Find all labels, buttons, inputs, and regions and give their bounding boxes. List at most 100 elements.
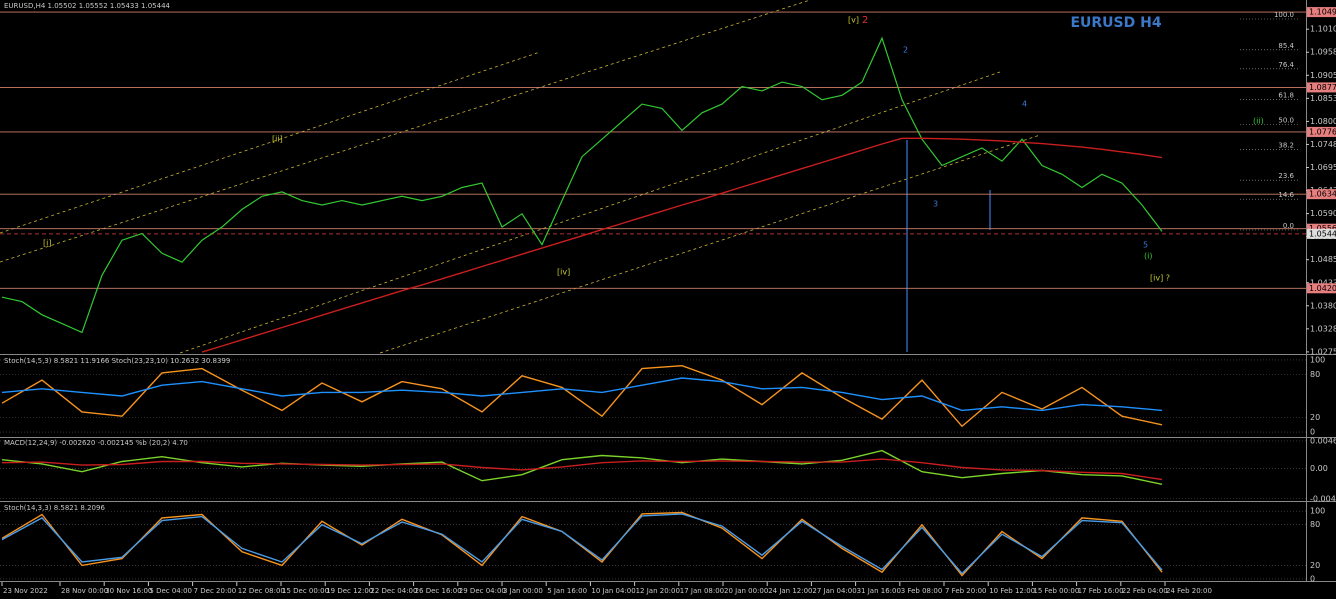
price-box	[1307, 228, 1336, 239]
y-tick-label: 0.004615	[1310, 436, 1336, 445]
y-tick-label: 0	[1310, 574, 1315, 583]
price-label: 1.05444	[1309, 229, 1336, 238]
x-tick-label: 12 Dec 08:00	[238, 587, 285, 595]
x-tick-label: 31 Jan 16:00	[857, 587, 901, 595]
y-tick-label: 1.02755	[1310, 347, 1336, 356]
y-tick-label: 80	[1310, 520, 1320, 529]
x-tick-label: 22 Feb 04:00	[1122, 587, 1168, 595]
x-tick-label: 19 Dec 12:00	[326, 587, 373, 595]
series-line	[1, 377, 1163, 412]
x-tick-label: 30 Nov 16:00	[105, 587, 152, 595]
wave-label: [iv]	[557, 268, 570, 277]
y-tick-label: 100	[1310, 507, 1325, 516]
y-tick-label: 1.09580	[1310, 48, 1336, 57]
level-box	[1307, 7, 1336, 18]
y-tick-label: 1.04330	[1310, 278, 1336, 287]
panel-title: Stoch(14,5,3) 8.5821 11.9166 Stoch(23,23…	[4, 357, 230, 365]
wave-label: (ii)	[1253, 117, 1264, 126]
y-tick-label: -0.004994	[1310, 494, 1336, 503]
y-tick-label: 0	[1310, 428, 1315, 437]
x-tick-label: 24 Feb 20:00	[1166, 587, 1212, 595]
x-tick-label: 24 Jan 12:00	[768, 587, 812, 595]
y-tick-label: 1.08530	[1310, 94, 1336, 103]
x-tick-label: 27 Jan 04:00	[812, 587, 856, 595]
wave-label: [ii]	[272, 135, 283, 144]
fib-label: 76.4	[1278, 61, 1294, 69]
y-tick-label: 1.03280	[1310, 324, 1336, 333]
level-label: 1.10495	[1309, 8, 1336, 17]
level-box	[1307, 126, 1336, 137]
channel-lines	[0, 0, 1041, 354]
y-tick-label: 1.05905	[1310, 209, 1336, 218]
x-tick-label: 17 Feb 16:00	[1078, 587, 1124, 595]
x-tick-label: 12 Jan 20:00	[636, 587, 680, 595]
wave-label: (i)	[1144, 252, 1152, 261]
y-tick-label: 1.03805	[1310, 301, 1336, 310]
wave-label: 2	[903, 46, 908, 55]
wave-label: [iv] ?	[1150, 274, 1170, 283]
panel-title: MACD(12,24,9) -0.002620 -0.002145 %b (20…	[4, 439, 188, 447]
level-label: 1.07765	[1309, 127, 1336, 136]
x-tick-label: 26 Dec 16:00	[415, 587, 462, 595]
watermark: EURUSD H4	[1070, 15, 1161, 31]
y-tick-label: 1.07480	[1310, 140, 1336, 149]
y-tick-label: 1.10105	[1310, 25, 1336, 34]
x-tick-label: 23 Nov 2022	[3, 587, 48, 595]
x-tick-label: 10 Jan 04:00	[591, 587, 635, 595]
x-tick-label: 10 Feb 12:00	[989, 587, 1035, 595]
level-box	[1307, 283, 1336, 294]
fib-label: 0.0	[1283, 222, 1294, 230]
y-tick-label: 100	[1310, 355, 1325, 364]
x-tick-label: 5 Dec 04:00	[149, 587, 192, 595]
wave-label: 5	[1143, 241, 1148, 250]
level-box	[1307, 82, 1336, 93]
x-tick-label: 15 Feb 00:00	[1033, 587, 1079, 595]
fib-label: 50.0	[1278, 117, 1294, 125]
x-tick-label: 3 Jan 00:00	[503, 587, 543, 595]
fib-label: 23.6	[1278, 172, 1294, 180]
fib-label: 85.4	[1278, 42, 1294, 50]
x-tick-label: 22 Dec 04:00	[370, 587, 417, 595]
y-tick-label: 20	[1310, 413, 1320, 422]
y-tick-label: 1.08005	[1310, 117, 1336, 126]
y-tick-label: 0.00	[1310, 464, 1328, 473]
level-box	[1307, 223, 1336, 234]
panel-title: Stoch(14,3,3) 8.5821 8.2096	[4, 504, 105, 512]
fib-label: 14.6	[1278, 191, 1294, 199]
wave-label: 2	[862, 15, 868, 26]
panel-separators	[0, 0, 1336, 582]
fib-label: 100.0	[1274, 11, 1294, 19]
series-line	[1, 364, 1163, 428]
series-line	[201, 137, 1163, 353]
series-line	[1, 511, 1163, 577]
wave-label: [v]	[848, 16, 859, 25]
panel-title: EURUSD,H4 1.05502 1.05552 1.05433 1.0544…	[4, 2, 171, 10]
level-label: 1.04204	[1309, 284, 1336, 293]
x-tick-label: 28 Nov 00:00	[61, 587, 108, 595]
x-tick-label: 29 Dec 04:00	[459, 587, 506, 595]
x-tick-label: 20 Jan 00:00	[724, 587, 768, 595]
x-tick-label: 5 Jan 16:00	[547, 587, 587, 595]
x-tick-label: 7 Dec 20:00	[194, 587, 237, 595]
wave-label: 3	[933, 200, 938, 209]
x-tick-label: 15 Dec 00:00	[282, 587, 329, 595]
y-tick-label: 20	[1310, 561, 1320, 570]
y-tick-label: 1.09055	[1310, 71, 1336, 80]
series-line	[1, 458, 1163, 481]
x-tick-label: 17 Jan 08:00	[680, 587, 724, 595]
fib-label: 61.8	[1278, 92, 1294, 100]
wave-label: [i]	[43, 239, 51, 248]
x-tick-label: 3 Feb 08:00	[901, 587, 942, 595]
fib-label: 38.2	[1278, 141, 1294, 149]
y-tick-label: 1.04855	[1310, 255, 1336, 264]
level-label: 1.08779	[1309, 83, 1336, 92]
level-label: 1.06348	[1309, 190, 1336, 199]
y-tick-label: 80	[1310, 370, 1320, 379]
x-tick-label: 7 Feb 20:00	[945, 587, 986, 595]
wave-label: 4	[1022, 100, 1027, 109]
series-line	[1, 513, 1163, 575]
y-tick-label: 1.06955	[1310, 163, 1336, 172]
